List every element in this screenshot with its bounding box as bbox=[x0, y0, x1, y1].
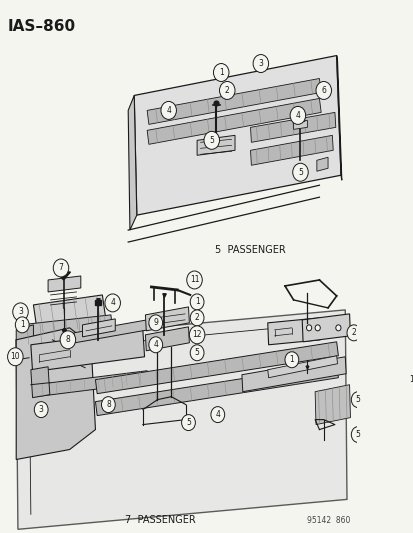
Circle shape bbox=[213, 63, 228, 82]
Circle shape bbox=[60, 331, 76, 349]
Text: 1: 1 bbox=[218, 68, 223, 77]
Polygon shape bbox=[35, 371, 148, 397]
Circle shape bbox=[104, 294, 120, 312]
Text: 11: 11 bbox=[189, 276, 199, 285]
Polygon shape bbox=[250, 135, 332, 165]
Text: 5  PASSENGER: 5 PASSENGER bbox=[215, 245, 285, 255]
Text: 7  PASSENGER: 7 PASSENGER bbox=[124, 515, 195, 526]
Text: 2: 2 bbox=[351, 328, 356, 337]
Polygon shape bbox=[16, 310, 346, 529]
Text: 7: 7 bbox=[58, 263, 63, 272]
Polygon shape bbox=[293, 120, 306, 130]
Polygon shape bbox=[267, 318, 320, 345]
Circle shape bbox=[149, 315, 162, 331]
Circle shape bbox=[406, 371, 413, 389]
Polygon shape bbox=[147, 78, 320, 124]
Polygon shape bbox=[95, 342, 337, 394]
Text: 3: 3 bbox=[18, 308, 23, 317]
Circle shape bbox=[306, 325, 311, 331]
Text: 5: 5 bbox=[355, 395, 360, 404]
Polygon shape bbox=[241, 357, 345, 392]
Circle shape bbox=[290, 107, 305, 124]
Circle shape bbox=[190, 310, 204, 326]
Circle shape bbox=[252, 54, 268, 72]
Text: 4: 4 bbox=[110, 298, 115, 308]
Circle shape bbox=[149, 337, 162, 353]
Text: 8: 8 bbox=[106, 400, 111, 409]
Circle shape bbox=[161, 101, 176, 119]
Polygon shape bbox=[316, 157, 327, 171]
Circle shape bbox=[284, 352, 298, 368]
Polygon shape bbox=[57, 272, 70, 280]
Polygon shape bbox=[95, 300, 100, 305]
Polygon shape bbox=[95, 364, 337, 416]
Text: 1: 1 bbox=[194, 297, 199, 306]
Circle shape bbox=[210, 407, 224, 423]
Circle shape bbox=[219, 82, 235, 100]
Polygon shape bbox=[16, 328, 95, 459]
Text: 5: 5 bbox=[194, 348, 199, 357]
Text: 5: 5 bbox=[209, 136, 214, 145]
Polygon shape bbox=[16, 325, 33, 365]
Circle shape bbox=[351, 392, 364, 408]
Circle shape bbox=[53, 259, 69, 277]
Polygon shape bbox=[31, 330, 144, 372]
Circle shape bbox=[315, 82, 331, 100]
Circle shape bbox=[314, 325, 320, 331]
Circle shape bbox=[7, 348, 23, 366]
Text: 5: 5 bbox=[355, 430, 360, 439]
Circle shape bbox=[292, 163, 308, 181]
Polygon shape bbox=[48, 276, 81, 292]
Text: 4: 4 bbox=[215, 410, 220, 419]
Text: 3: 3 bbox=[39, 405, 43, 414]
Text: 10: 10 bbox=[10, 352, 20, 361]
Polygon shape bbox=[33, 295, 107, 335]
Text: 12: 12 bbox=[192, 330, 202, 340]
Circle shape bbox=[190, 294, 204, 310]
Polygon shape bbox=[267, 356, 337, 378]
Text: 5: 5 bbox=[185, 418, 190, 427]
Text: 4: 4 bbox=[153, 340, 158, 349]
Text: 3: 3 bbox=[258, 59, 263, 68]
Text: 4: 4 bbox=[166, 106, 171, 115]
Polygon shape bbox=[197, 135, 235, 155]
Circle shape bbox=[351, 426, 364, 442]
Circle shape bbox=[335, 325, 340, 331]
Polygon shape bbox=[21, 315, 112, 345]
Polygon shape bbox=[250, 112, 335, 142]
Circle shape bbox=[190, 345, 204, 361]
Circle shape bbox=[181, 415, 195, 431]
Polygon shape bbox=[74, 320, 148, 343]
Text: 1: 1 bbox=[20, 320, 24, 329]
Text: 2: 2 bbox=[194, 313, 199, 322]
Text: IAS–860: IAS–860 bbox=[7, 19, 76, 34]
Polygon shape bbox=[128, 95, 136, 230]
Polygon shape bbox=[82, 319, 115, 337]
Text: 2: 2 bbox=[224, 86, 229, 95]
Polygon shape bbox=[147, 99, 320, 144]
Circle shape bbox=[34, 402, 48, 417]
Circle shape bbox=[204, 131, 219, 149]
Circle shape bbox=[346, 325, 360, 341]
Circle shape bbox=[101, 397, 115, 413]
Circle shape bbox=[15, 317, 29, 333]
Text: 4: 4 bbox=[295, 111, 299, 120]
Text: 6: 6 bbox=[320, 86, 325, 95]
Polygon shape bbox=[134, 55, 340, 215]
Polygon shape bbox=[301, 314, 350, 342]
Text: 13: 13 bbox=[408, 375, 413, 384]
Text: 1: 1 bbox=[289, 356, 294, 364]
Polygon shape bbox=[145, 307, 189, 331]
Text: 9: 9 bbox=[153, 318, 158, 327]
Polygon shape bbox=[314, 385, 350, 425]
Polygon shape bbox=[336, 55, 341, 180]
Circle shape bbox=[186, 271, 202, 289]
Polygon shape bbox=[145, 327, 189, 351]
Circle shape bbox=[13, 303, 28, 321]
Circle shape bbox=[189, 326, 204, 344]
Text: 8: 8 bbox=[65, 335, 70, 344]
Text: 95142  860: 95142 860 bbox=[306, 516, 350, 526]
Polygon shape bbox=[31, 367, 50, 398]
Text: 5: 5 bbox=[297, 168, 302, 177]
